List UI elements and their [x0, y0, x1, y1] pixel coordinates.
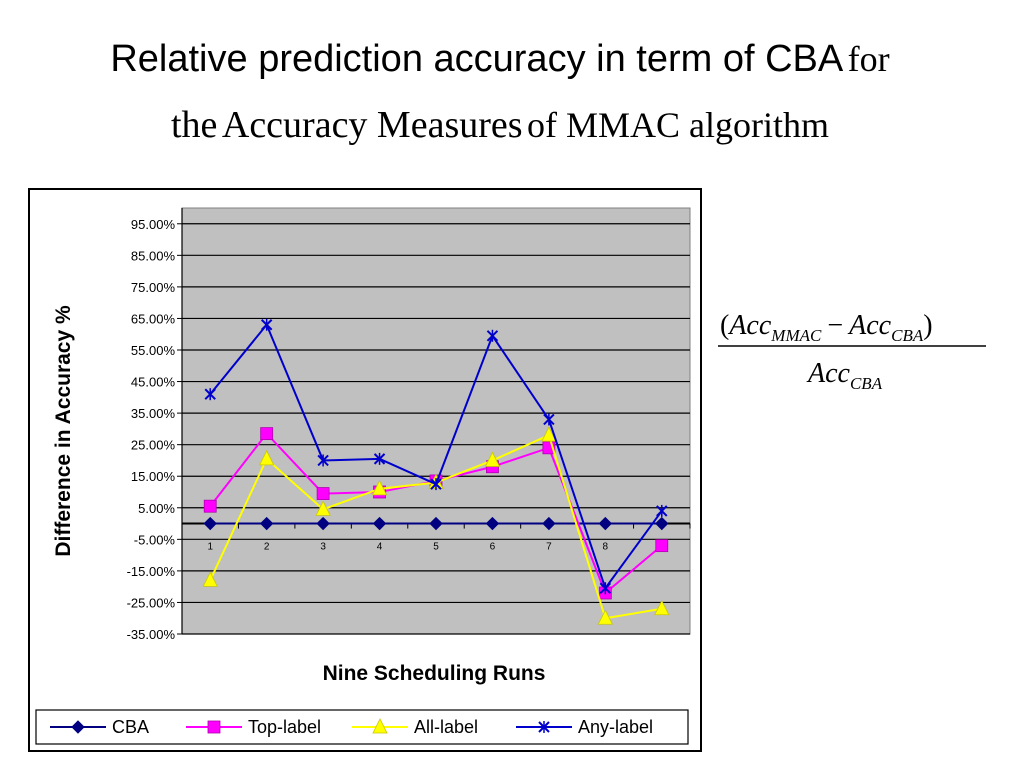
- y-tick-label: -35.00%: [127, 627, 176, 642]
- data-point: [485, 516, 500, 531]
- x-tick-label: 6: [490, 542, 496, 553]
- x-tick-label: 7: [546, 542, 552, 553]
- title-part-3: the: [170, 104, 218, 146]
- data-point: [202, 571, 218, 587]
- y-tick-label: 55.00%: [131, 343, 176, 358]
- formula-acc-2: Acc: [847, 310, 892, 341]
- accuracy-formula: (AccMMAC − AccCBA) AccCBA: [718, 310, 986, 393]
- y-tick-label: 45.00%: [131, 375, 176, 390]
- data-point: [486, 329, 499, 342]
- plot-area: [181, 207, 691, 635]
- y-tick-label: -5.00%: [134, 532, 176, 547]
- data-point: [372, 516, 387, 531]
- formula-open-paren: (: [720, 310, 729, 341]
- y-axis-title: Difference in Accuracy %: [52, 305, 75, 557]
- data-point: [203, 516, 217, 531]
- formula-sub-mmac: MMAC: [770, 326, 822, 345]
- x-tick-label: 1: [207, 542, 213, 553]
- formula-minus: −: [827, 310, 843, 341]
- data-point: [204, 388, 216, 401]
- legend-entry: Any-label: [516, 717, 653, 737]
- y-tick-label: -25.00%: [127, 595, 176, 610]
- data-point: [538, 721, 550, 733]
- data-point: [315, 500, 331, 516]
- title-part-4: Accuracy Measures: [221, 104, 523, 146]
- data-point: [654, 599, 670, 616]
- title-part-2: for: [847, 39, 890, 79]
- title-part-1: Relative prediction accuracy in term of …: [110, 38, 844, 80]
- line-chart: 95.00%85.00%75.00%65.00%55.00%45.00%35.0…: [35, 207, 691, 745]
- data-point: [259, 516, 274, 531]
- data-point: [484, 451, 501, 467]
- data-point: [656, 504, 668, 517]
- x-tick-label: 3: [320, 542, 326, 553]
- data-point: [372, 718, 388, 734]
- data-point: [371, 479, 388, 496]
- legend-label: Any-label: [578, 717, 653, 737]
- formula-denominator-acc: Acc: [806, 358, 851, 389]
- data-point: [316, 487, 330, 500]
- x-tick-label: 8: [603, 542, 609, 553]
- x-axis-title: Nine Scheduling Runs: [323, 662, 546, 685]
- y-tick-label: 5.00%: [138, 501, 175, 516]
- data-point: [598, 516, 613, 531]
- data-point: [316, 516, 330, 531]
- y-tick-label: -15.00%: [127, 564, 176, 579]
- data-point: [542, 516, 556, 531]
- data-point: [655, 516, 669, 531]
- title-line-2: the Accuracy Measures of MMAC algorithm: [0, 96, 1000, 162]
- svg-text:AccCBA: AccCBA: [806, 358, 883, 393]
- legend-label: Top-label: [248, 717, 321, 737]
- chart-frame: 95.00% 85.00% 75.00% 65.00% 55.00% 45.00% 35.0…: [28, 188, 702, 752]
- title-line-1: Relative prediction accuracy in term of …: [0, 30, 1000, 96]
- legend-entry: Top-label: [186, 717, 321, 737]
- data-point: [260, 427, 274, 441]
- svg-text:(AccMMAC−AccCBA): (AccMMAC − AccCBA): [720, 310, 933, 345]
- data-point: [430, 478, 442, 491]
- data-point: [541, 426, 557, 442]
- legend-label: CBA: [112, 717, 149, 737]
- formula-close-paren: ): [923, 310, 932, 341]
- y-tick-label: 95.00%: [131, 217, 176, 232]
- data-point: [373, 452, 386, 465]
- y-tick-label: 15.00%: [131, 469, 176, 484]
- formula-acc-1: Acc: [727, 310, 772, 341]
- data-point: [259, 449, 275, 466]
- x-tick-label: 2: [264, 542, 270, 553]
- data-point: [655, 539, 669, 553]
- y-tick-label: 65.00%: [131, 311, 176, 326]
- y-tick-label: 25.00%: [131, 438, 176, 453]
- data-point: [543, 413, 555, 426]
- data-point: [207, 720, 221, 734]
- y-tick-label: 35.00%: [131, 406, 176, 421]
- formula-denominator-sub: CBA: [850, 374, 883, 393]
- y-tick-label: 75.00%: [131, 280, 176, 295]
- legend-entry: CBA: [50, 717, 149, 737]
- data-point: [597, 609, 613, 625]
- x-tick-label: 4: [377, 542, 383, 553]
- data-point: [599, 582, 612, 595]
- data-point: [429, 516, 443, 531]
- data-point: [203, 499, 217, 513]
- legend: CBA Top-label All-label Any-label: [35, 709, 689, 745]
- y-tick-label: 85.00%: [131, 248, 176, 263]
- x-tick-label: 5: [433, 542, 439, 553]
- data-point: [71, 720, 85, 734]
- data-point: [260, 318, 273, 331]
- page-title: Relative prediction accuracy in term of …: [0, 30, 1000, 162]
- data-point: [317, 454, 329, 467]
- legend-entry: All-label: [352, 717, 478, 737]
- series-cba: [203, 516, 669, 531]
- series-any-label: [204, 318, 668, 595]
- legend-label: All-label: [414, 717, 478, 737]
- title-part-5: of MMAC algorithm: [527, 105, 830, 145]
- formula-sub-cba: CBA: [891, 326, 924, 345]
